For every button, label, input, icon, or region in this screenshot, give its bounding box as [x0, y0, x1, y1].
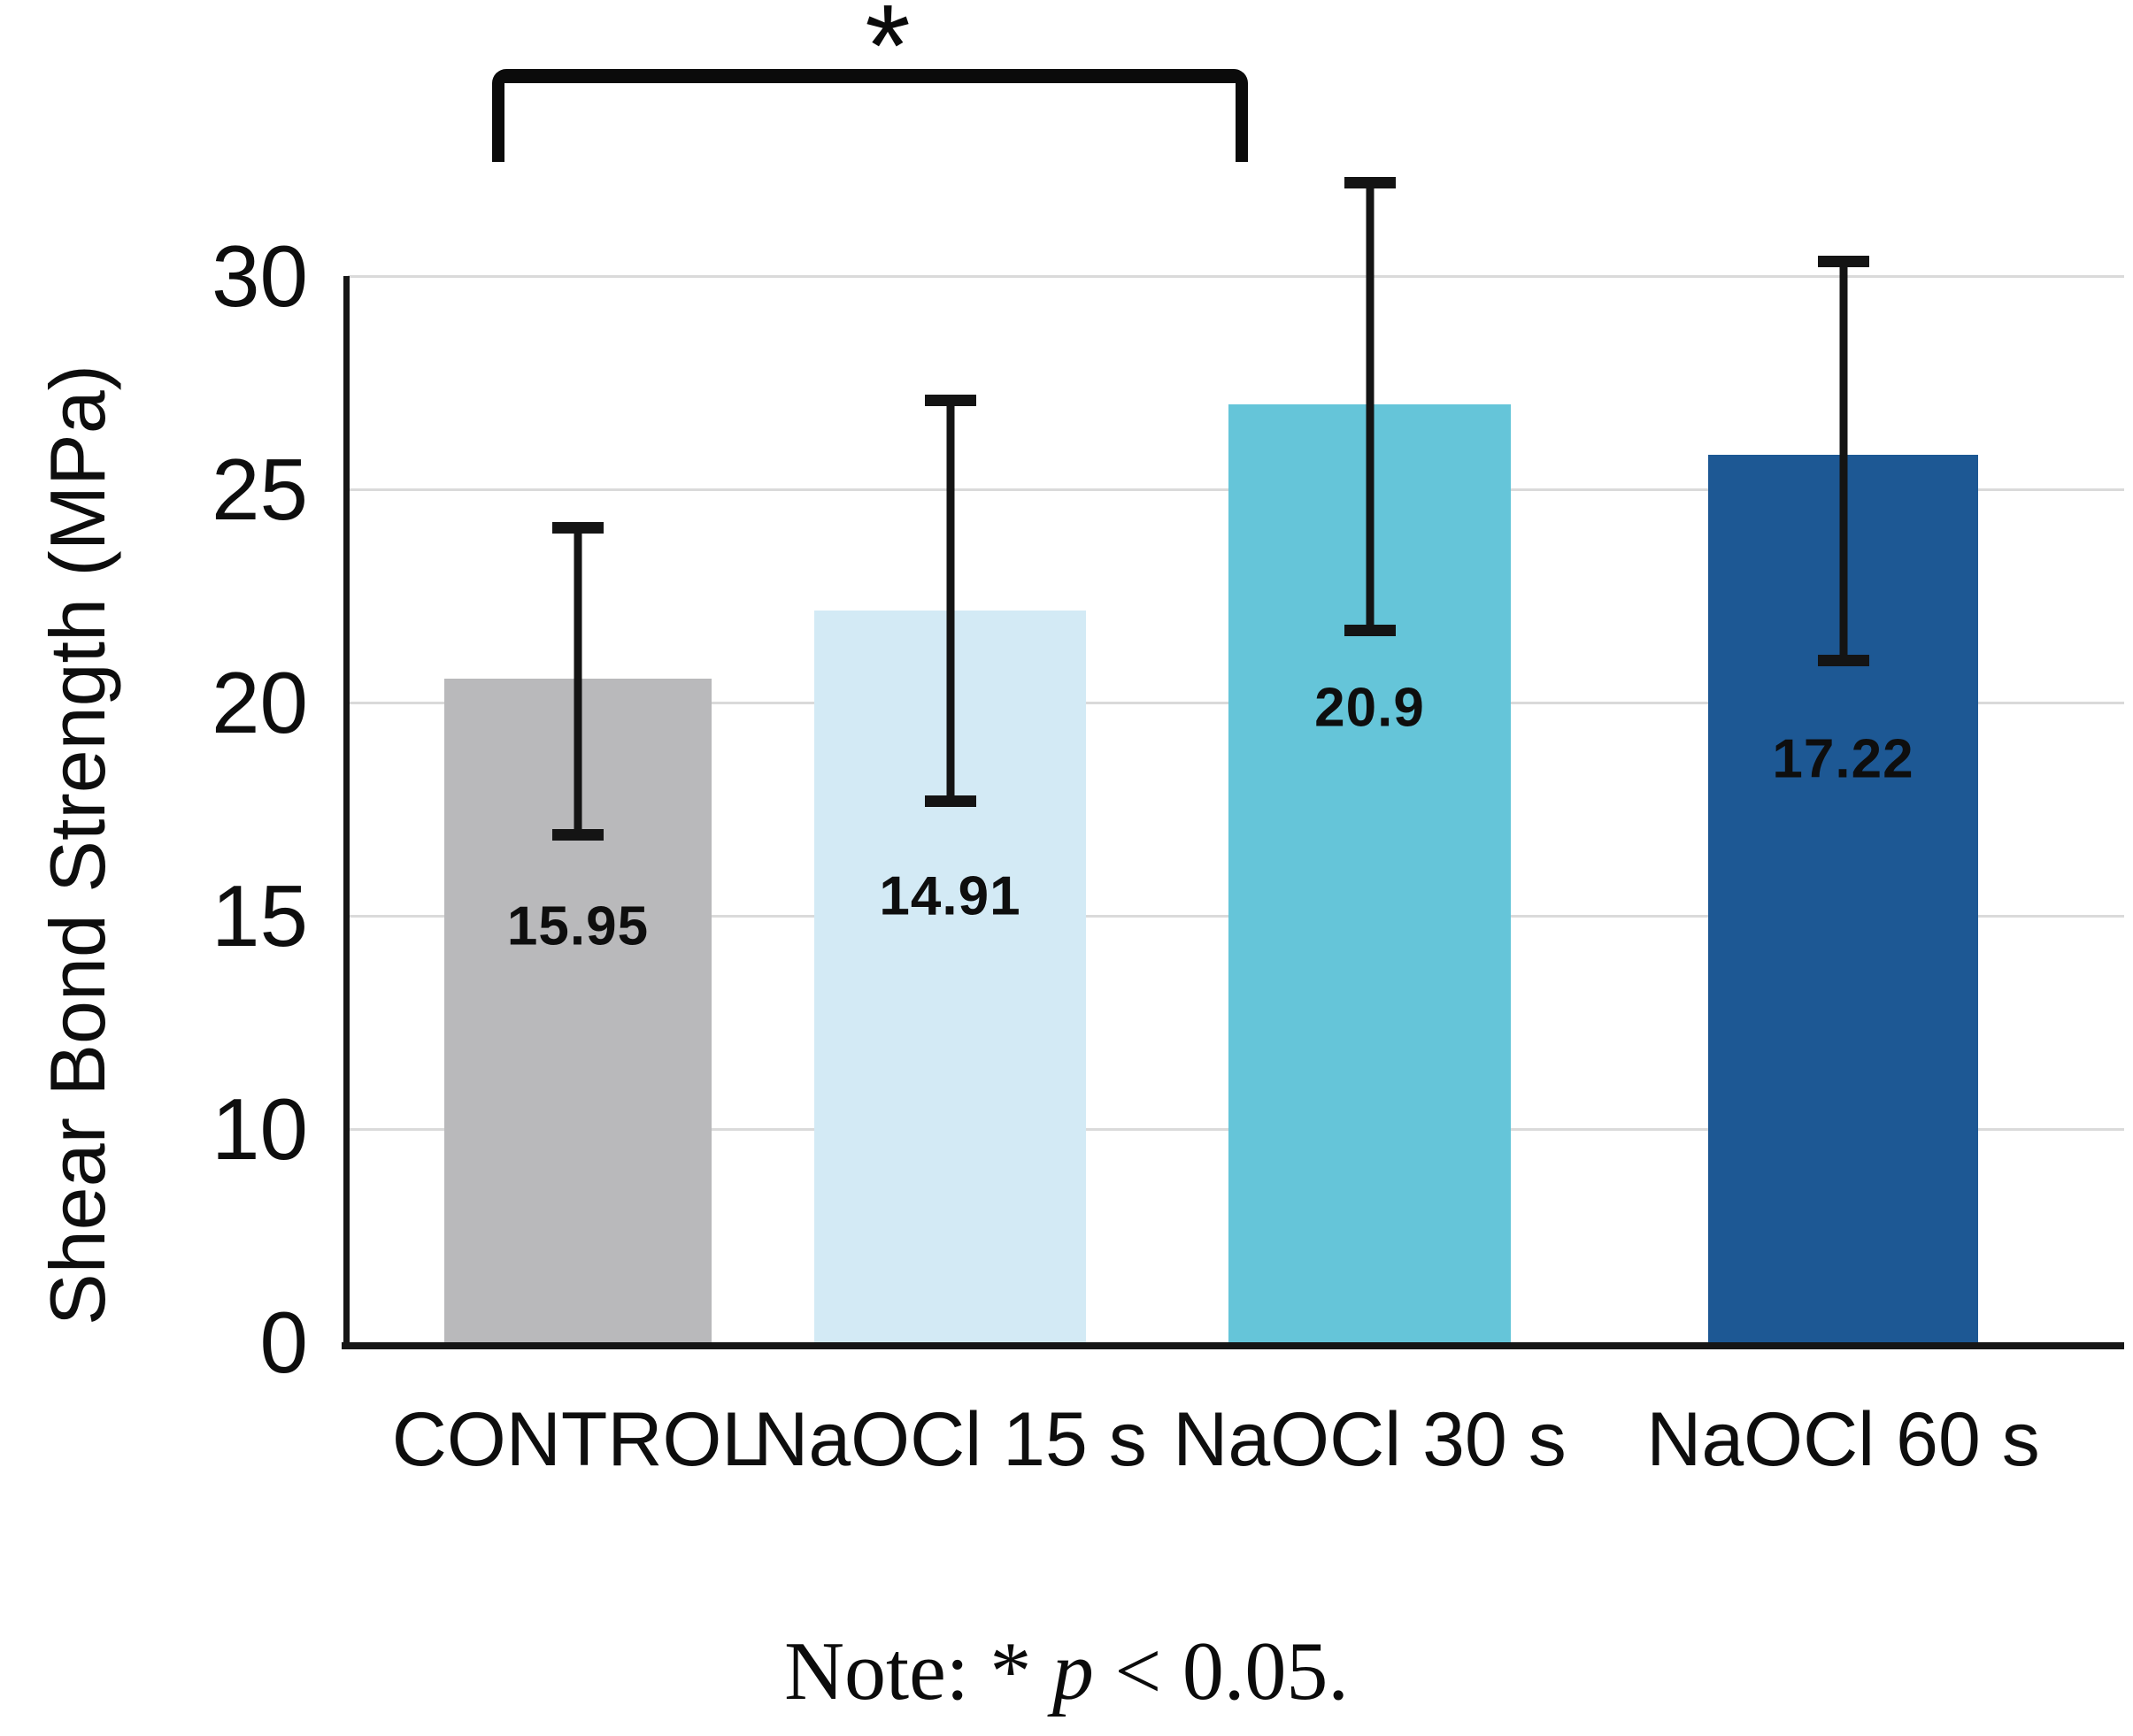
y-tick-label: 20 — [211, 654, 308, 751]
bar-value-label-control: 15.95 — [506, 895, 650, 957]
y-tick-label: 25 — [211, 441, 308, 538]
error-bar-naocl-15-s — [946, 399, 954, 801]
error-cap-top-naocl-15-s — [924, 394, 976, 406]
footnote-prefix: Note: * — [784, 1625, 1052, 1717]
error-bar-control — [574, 527, 582, 835]
error-cap-bottom-naocl-30-s — [1344, 625, 1396, 637]
y-tick-label: 10 — [211, 1080, 308, 1178]
y-tick-label: 30 — [211, 227, 308, 325]
bar-value-label-naocl-60-s: 17.22 — [1772, 728, 1914, 790]
y-tick-label: 15 — [211, 867, 308, 964]
error-cap-top-naocl-60-s — [1817, 256, 1869, 268]
x-category-label-control: CONTROL — [391, 1397, 765, 1482]
footnote-suffix: < 0.05. — [1093, 1625, 1349, 1717]
x-axis-line — [342, 1342, 2124, 1349]
error-cap-top-naocl-30-s — [1344, 176, 1396, 188]
bar-value-label-naocl-15-s: 14.91 — [879, 865, 1021, 927]
y-axis-line — [343, 276, 350, 1348]
footnote: Note: * p < 0.05. — [0, 1624, 2133, 1719]
x-category-label-naocl-60-s: NaOCl 60 s — [1646, 1397, 2040, 1482]
bar-value-label-naocl-30-s: 20.9 — [1314, 677, 1425, 739]
significance-bracket — [492, 69, 1248, 162]
error-cap-bottom-control — [552, 829, 604, 841]
error-bar-naocl-60-s — [1839, 261, 1847, 660]
x-category-label-naocl-30-s: NaOCl 30 s — [1173, 1397, 1567, 1482]
y-tick-label: 0 — [259, 1294, 308, 1391]
error-cap-top-control — [552, 522, 604, 534]
error-bar-naocl-30-s — [1366, 181, 1374, 631]
x-category-label-naocl-15-s: NaOCl 15 s — [753, 1397, 1147, 1482]
y-axis-title: Shear Bond Strength (MPa) — [34, 365, 121, 1325]
error-cap-bottom-naocl-60-s — [1817, 654, 1869, 666]
error-cap-bottom-naocl-15-s — [924, 795, 976, 807]
significance-asterisk-label: * — [865, 0, 911, 111]
footnote-p-symbol: p — [1051, 1625, 1094, 1717]
y-gridline — [348, 274, 2124, 278]
